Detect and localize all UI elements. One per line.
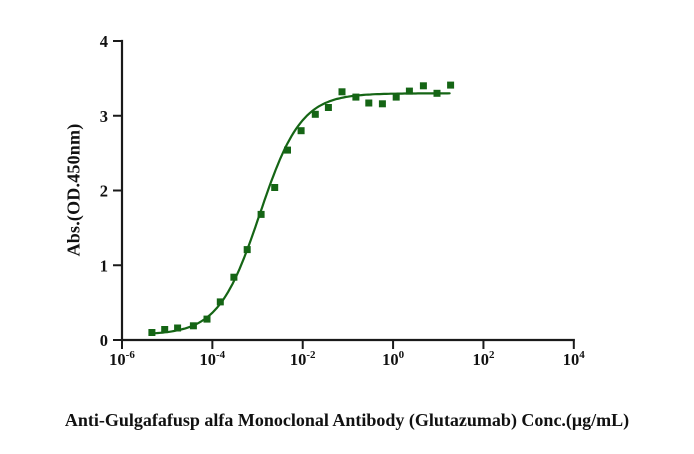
data-point (378, 100, 386, 108)
data-point (297, 127, 305, 135)
x-tick-label: 10-2 (290, 349, 316, 369)
data-point (271, 184, 279, 191)
data-point (338, 88, 346, 96)
y-tick-label: 3 (100, 107, 108, 126)
y-tick-label: 1 (100, 256, 108, 275)
data-point (433, 89, 441, 97)
data-point (257, 210, 265, 218)
data-point (352, 93, 360, 101)
x-axis-title: Anti-Gulgafafusp alfa Monoclonal Antibod… (64, 410, 630, 430)
data-point (189, 322, 197, 330)
data-point (161, 326, 169, 333)
data-point (284, 146, 291, 154)
x-tick-label: 10-4 (200, 349, 226, 369)
data-point (148, 329, 156, 336)
data-point (243, 246, 251, 254)
data-point (203, 315, 211, 323)
data-point (447, 81, 455, 89)
data-point (324, 104, 332, 111)
x-tick-label: 104 (563, 349, 586, 369)
axes-frame (120, 39, 575, 342)
y-tick-label: 0 (100, 331, 108, 350)
data-point (174, 324, 182, 332)
data-point (311, 110, 319, 118)
data-point (230, 273, 238, 281)
y-tick-label: 4 (100, 32, 108, 51)
data-point (216, 298, 224, 306)
y-tick-label: 2 (100, 182, 108, 201)
data-point (419, 82, 427, 90)
fit-curve (150, 92, 451, 335)
x-tick-label: 10-6 (109, 349, 135, 369)
x-tick-label: 100 (382, 349, 405, 369)
x-tick-label: 102 (472, 349, 495, 369)
data-point (365, 99, 373, 107)
data-point (405, 87, 413, 95)
y-axis-title: Abs.(OD.450nm) (63, 123, 84, 257)
data-point (392, 93, 400, 101)
